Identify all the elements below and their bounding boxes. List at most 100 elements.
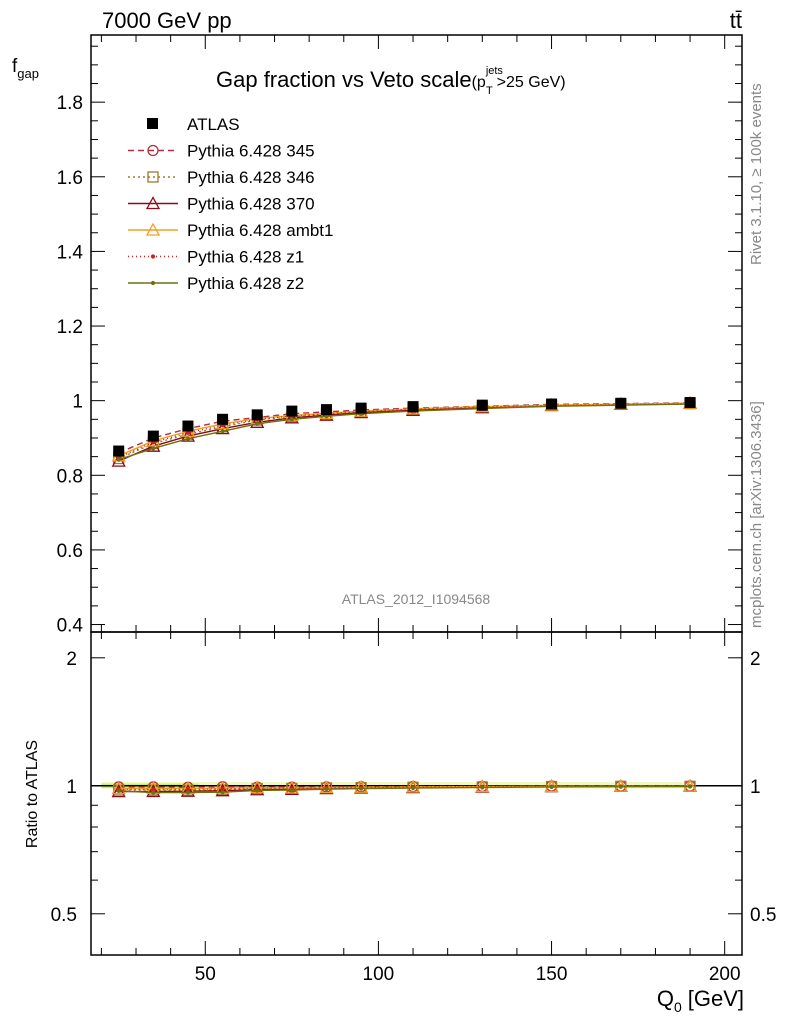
main-y-label-sub: gap [17, 66, 39, 81]
y-tick-label: 1.4 [57, 242, 84, 263]
legend-marker [147, 144, 159, 157]
title-cut-sup: jets [485, 65, 504, 77]
data-point [217, 413, 229, 425]
legend-marker [150, 280, 156, 286]
y-tick-label: 2 [66, 649, 77, 670]
title-cut-prefix: (p [472, 74, 486, 91]
ratio-series-marker [354, 779, 369, 793]
y-tick-label: 0.8 [57, 466, 83, 487]
y-tick-label: 0.5 [51, 905, 77, 926]
data-point [615, 397, 627, 409]
header-right: tt̄ [730, 8, 742, 33]
ratio-series-marker [618, 784, 623, 789]
legend-label: Pythia 6.428 z2 [187, 274, 304, 293]
ratio-series-marker [475, 779, 490, 793]
ratio-axis-ticks: 50 100 150 200 0.5 0.5 1 1 2 2 [51, 632, 776, 985]
atlas-data-points [113, 397, 696, 457]
legend-label: Pythia 6.428 ambt1 [187, 221, 333, 240]
legend-marker [147, 171, 159, 183]
data-point [355, 402, 367, 414]
series-marker [220, 429, 225, 434]
legend-label: Pythia 6.428 z1 [187, 248, 304, 267]
ratio-series-marker [116, 788, 121, 793]
ratio-series-marker [185, 787, 191, 792]
y-tick-label: 1.8 [57, 93, 83, 114]
ratio-panel: 50 100 150 200 0.5 0.5 1 1 2 2 Ratio to ATLAS [24, 631, 776, 985]
main-series [111, 395, 698, 467]
ratio-series-marker [324, 787, 329, 792]
ratio-series-marker [220, 786, 225, 792]
ratio-frame [90, 631, 743, 956]
x-tick-label: 150 [536, 964, 568, 985]
ratio-series-marker [480, 785, 485, 790]
analysis-id: ATLAS_2012_I1094568 [342, 591, 491, 607]
ratio-y-label: Ratio to ATLAS [24, 740, 41, 848]
title-cut-suffix: >25 GeV) [497, 74, 566, 91]
ratio-series-marker [319, 780, 334, 794]
y-tick-label-right: 0.5 [750, 905, 776, 926]
data-point [684, 397, 696, 409]
legend-marker-atlas [147, 118, 158, 129]
x-axis-label-unit: [GeV] [688, 986, 744, 1011]
ratio-series-marker [180, 783, 196, 797]
data-point [407, 401, 419, 413]
ratio-series-marker [220, 790, 225, 795]
legend-marker [150, 254, 156, 259]
ratio-series-marker [289, 787, 294, 793]
data-point [546, 398, 558, 410]
y-tick-label: 1.6 [57, 168, 83, 189]
series-marker [284, 410, 299, 424]
legend-label: Pythia 6.428 370 [187, 195, 315, 214]
y-tick-label: 1.2 [57, 317, 83, 338]
main-panel: 0.4 0.6 0.8 1 1.2 1.4 1.6 1.8 Gap fraction vs V… [57, 34, 743, 637]
ratio-series [111, 778, 698, 798]
ratio-series-marker [358, 786, 364, 791]
legend: ATLAS Pythia 6.428 345 Pythia 6.428 346 Pyt… [128, 115, 333, 293]
x-axis-label-sub: 0 [674, 999, 682, 1015]
data-point [113, 445, 125, 457]
data-point [286, 405, 298, 417]
ratio-series-marker [215, 783, 230, 797]
y-tick-label: 0.6 [57, 541, 83, 562]
side-label-bottom: mcplots.cern.ch [arXiv:1306.3436] [748, 401, 765, 628]
ratio-series-marker [111, 781, 126, 795]
ratio-series-marker [255, 788, 260, 793]
main-y-label-main: f [12, 56, 18, 77]
series-marker [324, 414, 329, 419]
y-tick-label: 0.4 [57, 616, 84, 637]
series-marker [151, 446, 156, 451]
chart-title: Gap fraction vs Veto scale(pjets T >25 GeV… [216, 65, 566, 97]
ratio-series-marker [151, 787, 156, 792]
side-label-top: Rivet 3.1.10, ≥ 100k events [748, 83, 765, 265]
ratio-series-marker [151, 790, 156, 795]
ratio-series-marker [250, 782, 265, 796]
x-axis-label-main: Q [657, 986, 674, 1011]
header-left: 7000 GeV pp [102, 8, 232, 33]
title-cut-sub: T [486, 85, 493, 97]
ratio-series-marker [549, 784, 554, 790]
x-tick-label: 100 [363, 964, 395, 985]
ratio-series-marker [613, 778, 628, 792]
x-axis-label: Q0 [GeV] [657, 986, 744, 1015]
ratio-series-marker [405, 779, 421, 793]
data-point [147, 430, 159, 442]
data-point [251, 409, 263, 421]
main-y-label: fgap [12, 56, 39, 81]
main-axis-ticks: 0.4 0.6 0.8 1 1.2 1.4 1.6 1.8 [57, 35, 742, 637]
y-tick-label: 1 [66, 777, 77, 798]
ratio-series-marker [544, 778, 559, 793]
x-tick-label: 50 [195, 964, 216, 985]
x-tick-label: 200 [709, 964, 741, 985]
series-marker [185, 436, 191, 441]
data-point [182, 420, 194, 432]
legend-label: Pythia 6.428 346 [187, 168, 315, 187]
y-tick-label-right: 1 [750, 777, 761, 798]
legend-label: Pythia 6.428 345 [187, 142, 315, 161]
y-tick-label-right: 2 [750, 649, 761, 670]
ratio-series-marker [146, 784, 161, 798]
chart-title-text: Gap fraction vs Veto scale [216, 67, 472, 92]
y-tick-label: 1 [72, 392, 83, 413]
series-marker [116, 457, 121, 462]
legend-marker [145, 222, 161, 236]
legend-label-atlas: ATLAS [187, 115, 240, 134]
